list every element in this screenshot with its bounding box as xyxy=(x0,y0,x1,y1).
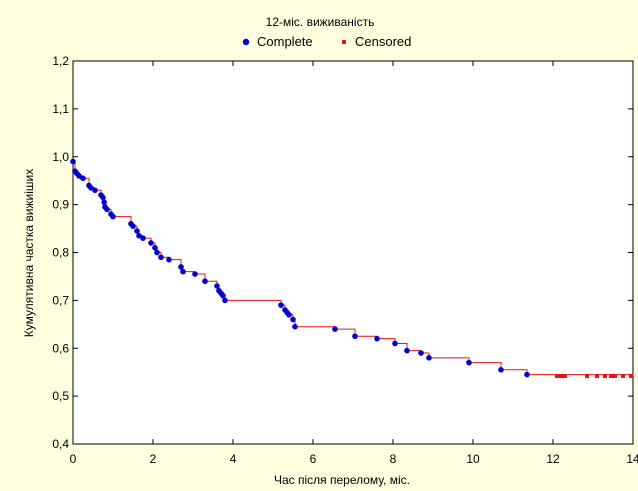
y-tick-label: 0,9 xyxy=(52,198,69,212)
censored-point xyxy=(603,374,607,379)
complete-point xyxy=(166,256,172,263)
legend-complete-label: Complete xyxy=(257,34,313,49)
x-tick-label: 0 xyxy=(70,452,77,466)
x-tick-label: 6 xyxy=(310,452,317,466)
complete-point xyxy=(466,359,472,366)
y-tick-label: 1,1 xyxy=(52,102,69,116)
complete-point xyxy=(278,302,284,308)
y-tick-label: 0,8 xyxy=(52,246,69,260)
censored-point xyxy=(613,374,617,379)
complete-point xyxy=(92,187,98,194)
complete-point xyxy=(498,366,504,373)
censored-point xyxy=(609,374,613,379)
complete-point xyxy=(148,240,154,246)
x-tick-label: 8 xyxy=(390,452,397,466)
x-tick-label: 10 xyxy=(466,452,480,466)
plot-area xyxy=(72,60,634,445)
complete-point xyxy=(392,340,398,347)
complete-point xyxy=(152,244,158,251)
x-tick-label: 14 xyxy=(626,452,638,466)
complete-point xyxy=(192,271,198,277)
axis-tick-labels: 0 2 4 6 8 10 12 14 0,4 0,5 0,6 0,7 0,8 0,9 1,0 1,1 1,2 xyxy=(52,54,638,466)
complete-point xyxy=(220,292,226,299)
legend-censored-marker xyxy=(342,40,346,44)
complete-point xyxy=(178,264,184,270)
censored-point xyxy=(621,374,625,379)
y-tick-label: 0,6 xyxy=(52,341,69,355)
complete-point xyxy=(110,213,116,220)
complete-point xyxy=(80,175,86,182)
censored-point xyxy=(629,374,633,379)
x-tick-label: 2 xyxy=(150,452,157,466)
censored-point xyxy=(585,374,589,379)
complete-point xyxy=(292,323,298,330)
complete-point xyxy=(158,254,164,261)
complete-point xyxy=(70,158,76,165)
complete-point xyxy=(154,249,160,256)
y-tick-label: 0,5 xyxy=(52,389,69,403)
y-tick-label: 1,2 xyxy=(52,54,69,68)
x-axis-title: Час після перелому, міс. xyxy=(274,473,410,487)
complete-point xyxy=(374,335,380,342)
y-tick-label: 0,7 xyxy=(52,293,69,307)
complete-point xyxy=(130,223,136,229)
complete-point xyxy=(286,311,292,318)
censored-point xyxy=(563,374,567,379)
legend: Complete Censored xyxy=(242,34,411,49)
complete-point xyxy=(214,283,220,289)
y-tick-label: 1,0 xyxy=(52,150,69,164)
legend-censored-label: Censored xyxy=(355,34,411,49)
y-axis-title: Кумулятивна частка вижиіших xyxy=(22,169,36,337)
x-tick-label: 4 xyxy=(230,452,237,466)
legend-complete-marker xyxy=(242,38,250,46)
complete-point xyxy=(202,278,208,285)
complete-point xyxy=(104,206,110,213)
complete-point xyxy=(180,268,186,275)
complete-point xyxy=(140,235,146,241)
complete-point xyxy=(290,316,296,323)
chart-title: 12-міс. виживаність xyxy=(266,15,375,29)
complete-point xyxy=(100,194,106,201)
y-tick-label: 0,4 xyxy=(52,437,69,451)
complete-point xyxy=(524,371,530,378)
complete-point xyxy=(418,350,424,356)
complete-point xyxy=(332,326,338,332)
complete-point xyxy=(426,355,432,361)
x-tick-label: 12 xyxy=(546,452,560,466)
complete-point xyxy=(134,228,140,234)
complete-point xyxy=(404,347,410,354)
complete-point xyxy=(101,199,107,206)
axis-ticks xyxy=(72,60,634,445)
censored-point xyxy=(595,374,599,379)
complete-point xyxy=(222,297,228,304)
data-points xyxy=(70,158,633,379)
complete-point xyxy=(352,333,358,340)
